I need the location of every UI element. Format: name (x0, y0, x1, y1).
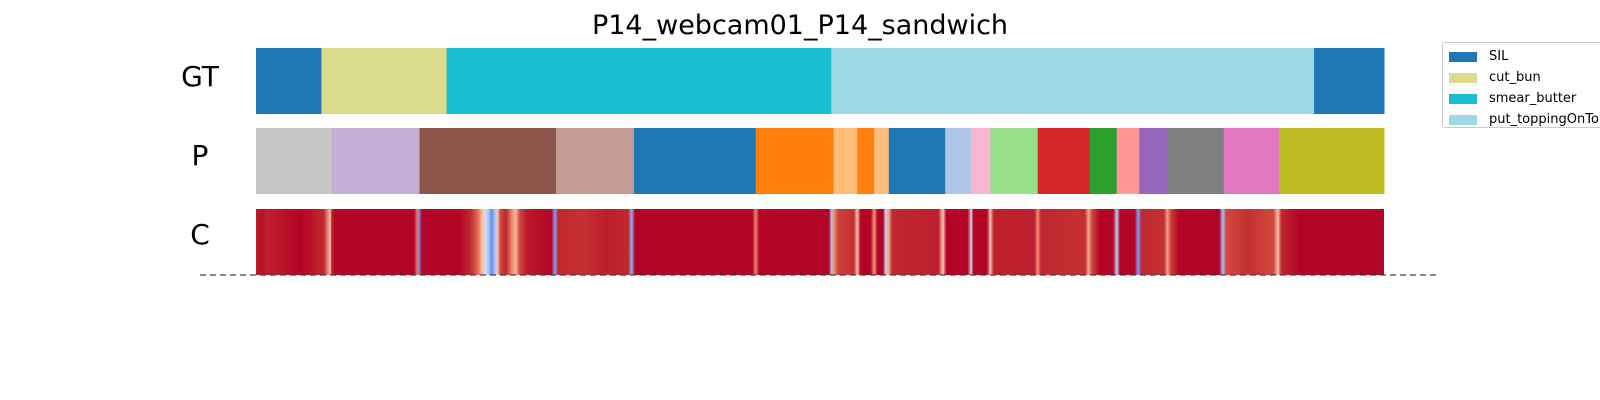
prediction-segment-15 (1116, 128, 1140, 194)
legend-item: put_toppingOnTop (1449, 109, 1600, 130)
prediction-segment-4 (633, 128, 757, 194)
gt-segment-3 (831, 48, 1315, 114)
legend-swatch (1449, 72, 1477, 83)
prediction-segment-0 (256, 128, 333, 194)
chart-title: P14_webcam01_P14_sandwich (591, 10, 1009, 41)
gt-row (256, 48, 1385, 114)
legend-item: smear_butter (1449, 88, 1600, 109)
prediction-segment-16 (1139, 128, 1168, 194)
row-label-p: P (191, 139, 209, 172)
prediction-segment-5 (755, 128, 835, 194)
prediction-row (256, 128, 1385, 194)
gt-segment-4 (1314, 48, 1385, 114)
prediction-segment-18 (1223, 128, 1280, 194)
legend-swatch (1449, 114, 1477, 125)
legend: SIL cut_bun smear_butter put_toppingOnTop (1442, 42, 1600, 128)
gt-segment-2 (446, 48, 832, 114)
prediction-segment-17 (1167, 128, 1225, 194)
prediction-segment-12 (990, 128, 1039, 194)
prediction-segment-8 (874, 128, 890, 194)
prediction-segment-6 (833, 128, 858, 194)
prediction-segment-9 (888, 128, 946, 194)
prediction-segment-11 (971, 128, 991, 194)
prediction-segment-2 (419, 128, 557, 194)
confidence-row (256, 209, 1384, 275)
legend-label: SIL (1489, 49, 1509, 64)
legend-label: cut_bun (1489, 70, 1541, 85)
prediction-segment-1 (331, 128, 421, 194)
prediction-segment-3 (556, 128, 635, 194)
prediction-segment-19 (1279, 128, 1385, 194)
prediction-segment-7 (857, 128, 875, 194)
legend-swatch (1449, 93, 1477, 104)
prediction-segment-14 (1089, 128, 1118, 194)
prediction-segment-13 (1037, 128, 1091, 194)
legend-item: cut_bun (1449, 67, 1600, 88)
row-label-gt: GT (181, 60, 219, 93)
legend-label: put_toppingOnTop (1489, 112, 1600, 127)
confidence-strip (256, 209, 1384, 275)
legend-item: SIL (1449, 46, 1600, 67)
gt-segment-1 (321, 48, 448, 114)
legend-label: smear_butter (1489, 91, 1577, 106)
row-label-c: C (190, 218, 210, 251)
legend-swatch (1449, 51, 1477, 62)
prediction-segment-10 (945, 128, 972, 194)
gt-segment-0 (256, 48, 322, 114)
